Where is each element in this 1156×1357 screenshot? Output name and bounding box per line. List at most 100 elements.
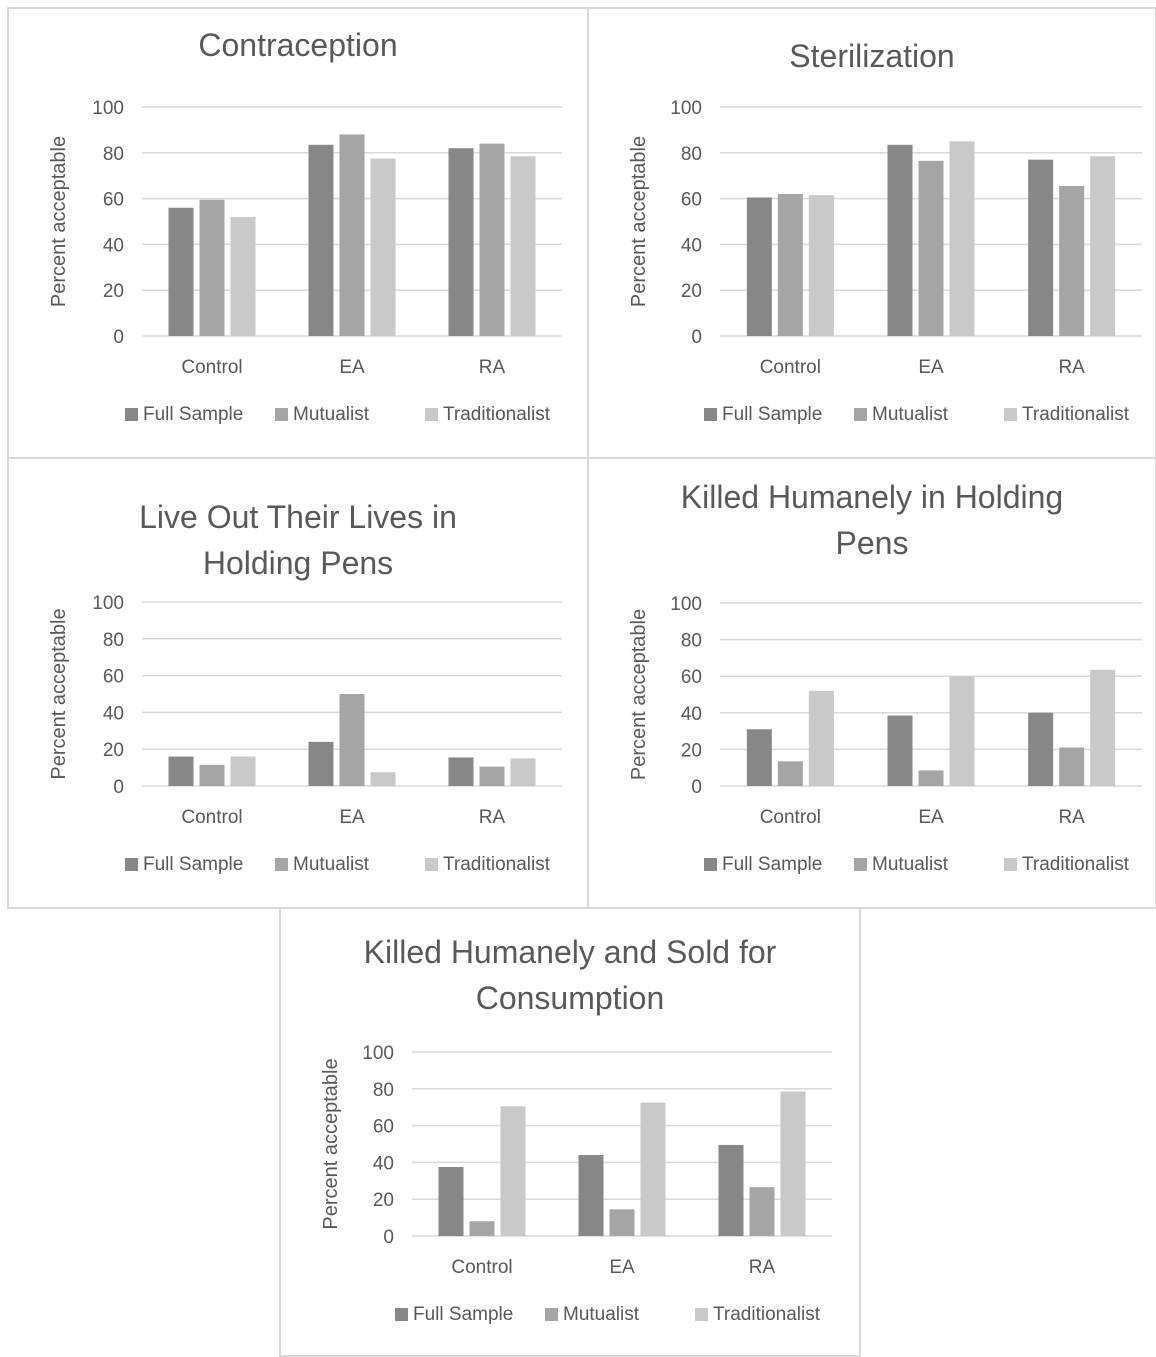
chart-title: Killed Humanely and Sold for Consumption: [281, 929, 859, 1021]
bar-full-sample: [718, 1144, 744, 1236]
bar-mutualist: [339, 134, 365, 336]
x-category-label: RA: [1058, 807, 1085, 828]
x-category-label: EA: [339, 807, 365, 828]
bar-mutualist: [1059, 747, 1085, 786]
bar-full-sample: [168, 756, 194, 786]
chart-panel: Live Out Their Lives in Holding Pens 0 20 40…: [7, 457, 589, 909]
bar-traditionalist: [808, 690, 834, 786]
x-category-label: Control: [760, 357, 821, 378]
chart-title: Contraception: [9, 22, 587, 68]
y-tick-label: 40: [103, 235, 124, 256]
x-category-label: Control: [181, 807, 242, 828]
bar-full-sample: [887, 715, 913, 786]
bar-full-sample: [1028, 712, 1054, 786]
bar-traditionalist: [510, 758, 536, 786]
bar-traditionalist: [949, 676, 975, 786]
legend-label-traditionalist: Traditionalist: [713, 1304, 821, 1325]
legend-swatch-mutualist: [854, 408, 867, 421]
legend-swatch-mutualist: [275, 858, 288, 871]
bar-traditionalist: [780, 1091, 806, 1236]
legend-label-full-sample: Full Sample: [143, 404, 243, 425]
y-axis-label: Percent acceptable: [48, 136, 70, 307]
chart-plot-area: 0 20 40 60 80 100 Percent acceptable Control EA R…: [48, 98, 562, 425]
x-category-label: EA: [339, 357, 365, 378]
bar-mutualist: [199, 764, 225, 786]
y-axis-label: Percent acceptable: [48, 608, 70, 779]
bar-traditionalist: [230, 216, 256, 336]
y-tick-label: 100: [362, 1043, 394, 1064]
chart-panel: Contraception 0 20 40 60 80 100 Percent accepta…: [7, 7, 589, 459]
legend-label-full-sample: Full Sample: [722, 854, 822, 875]
y-tick-label: 20: [681, 740, 702, 761]
legend-label-full-sample: Full Sample: [722, 404, 822, 425]
bar-full-sample: [308, 741, 334, 786]
bar-traditionalist: [370, 772, 396, 786]
legend-swatch-full-sample: [125, 858, 138, 871]
y-tick-label: 60: [681, 667, 702, 688]
legend-swatch-traditionalist: [1004, 858, 1017, 871]
bar-full-sample: [746, 197, 772, 336]
bar-full-sample: [887, 144, 913, 336]
y-tick-label: 20: [681, 281, 702, 302]
legend-label-mutualist: Mutualist: [563, 1304, 640, 1325]
x-category-label: RA: [749, 1257, 776, 1278]
y-tick-label: 100: [92, 98, 124, 119]
chart-title-line: Live Out Their Lives in: [139, 499, 457, 535]
y-tick-label: 100: [92, 593, 124, 614]
y-tick-label: 80: [681, 631, 702, 652]
legend-label-traditionalist: Traditionalist: [1022, 404, 1130, 425]
y-axis-label: Percent acceptable: [628, 136, 650, 307]
x-category-label: Control: [181, 357, 242, 378]
legend-label-mutualist: Mutualist: [293, 404, 370, 425]
legend-swatch-full-sample: [395, 1308, 408, 1321]
legend-swatch-mutualist: [275, 408, 288, 421]
y-tick-label: 20: [103, 281, 124, 302]
bar-traditionalist: [949, 141, 975, 336]
chart-plot-area: 0 20 40 60 80 100 Percent acceptable Control EA R…: [628, 98, 1142, 425]
legend-swatch-full-sample: [704, 858, 717, 871]
bar-full-sample: [448, 148, 474, 336]
bar-mutualist: [479, 143, 505, 336]
y-tick-label: 60: [373, 1117, 394, 1138]
bar-mutualist: [479, 766, 505, 786]
legend-swatch-traditionalist: [425, 408, 438, 421]
y-tick-label: 0: [383, 1227, 394, 1248]
legend-label-mutualist: Mutualist: [293, 854, 370, 875]
chart-title-line: Killed Humanely and Sold for: [363, 934, 777, 970]
x-category-label: EA: [918, 357, 944, 378]
y-tick-label: 80: [681, 144, 702, 165]
legend-swatch-traditionalist: [695, 1308, 708, 1321]
legend-label-traditionalist: Traditionalist: [443, 404, 551, 425]
y-tick-label: 20: [373, 1190, 394, 1211]
y-tick-label: 40: [103, 703, 124, 724]
chart-plot-area: 0 20 40 60 80 100 Percent acceptable Control EA R…: [628, 594, 1142, 875]
bar-full-sample: [448, 757, 474, 786]
x-category-label: Control: [451, 1257, 512, 1278]
bar-traditionalist: [510, 156, 536, 336]
chart-plot-area: 0 20 40 60 80 100 Percent acceptable Control EA R…: [320, 1043, 832, 1325]
x-category-label: Control: [760, 807, 821, 828]
chart-title-line: Consumption: [475, 980, 665, 1016]
bar-traditionalist: [370, 158, 396, 336]
bar-mutualist: [777, 761, 803, 786]
bar-full-sample: [746, 729, 772, 786]
legend-label-mutualist: Mutualist: [872, 404, 949, 425]
bar-full-sample: [308, 144, 334, 336]
bar-traditionalist: [1090, 669, 1116, 786]
bar-traditionalist: [500, 1106, 526, 1236]
chart-title: Sterilization: [589, 33, 1155, 79]
chart-panel: Killed Humanely and Sold for Consumption 0…: [279, 907, 861, 1357]
bar-full-sample: [168, 207, 194, 336]
bar-traditionalist: [640, 1102, 666, 1236]
chart-title-line: Pens: [835, 525, 909, 561]
y-tick-label: 100: [670, 594, 702, 615]
bar-mutualist: [1059, 186, 1085, 336]
y-tick-label: 100: [670, 98, 702, 119]
chart-title-line: Holding Pens: [202, 545, 394, 581]
bar-traditionalist: [808, 195, 834, 336]
legend-label-full-sample: Full Sample: [413, 1304, 513, 1325]
legend-label-traditionalist: Traditionalist: [443, 854, 551, 875]
y-tick-label: 40: [373, 1153, 394, 1174]
bar-mutualist: [777, 194, 803, 336]
y-tick-label: 60: [103, 190, 124, 211]
